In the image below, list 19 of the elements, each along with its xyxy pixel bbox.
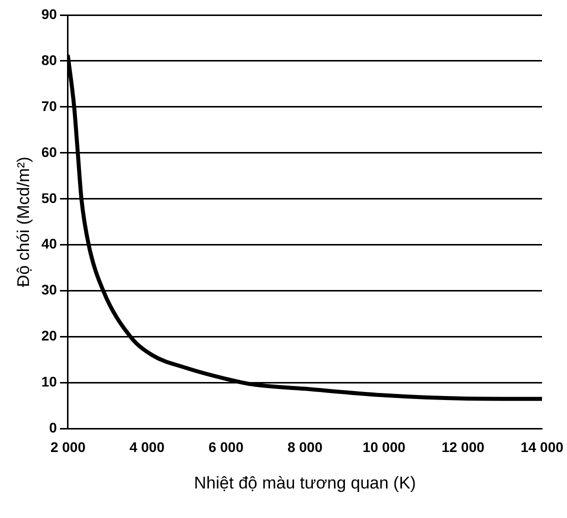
y-tick-label: 90: [41, 6, 58, 22]
x-tick-label: 2 000: [50, 439, 86, 456]
y-tick-label: 10: [41, 374, 58, 390]
x-axis-title: Nhiệt độ màu tương quan (K): [194, 473, 416, 492]
x-tick-label: 14 000: [520, 439, 564, 456]
y-tick-label: 30: [41, 282, 58, 298]
x-tick-label: 8 000: [287, 439, 323, 456]
x-tick-label: 10 000: [362, 439, 406, 456]
y-tick-label: 70: [41, 98, 58, 114]
y-axis-title: Độ chói (Mcd/m²): [14, 156, 33, 288]
y-tick-label: 0: [49, 420, 58, 436]
x-tick-label: 12 000: [442, 439, 485, 456]
x-tick-label: 4 000: [129, 439, 165, 456]
y-tick-label: 60: [41, 144, 58, 160]
y-tick-label: 80: [41, 52, 58, 68]
y-tick-label: 20: [41, 328, 58, 344]
y-tick-label: 40: [41, 236, 58, 252]
x-tick-label: 6 000: [208, 439, 244, 456]
y-tick-label: 50: [41, 190, 58, 206]
